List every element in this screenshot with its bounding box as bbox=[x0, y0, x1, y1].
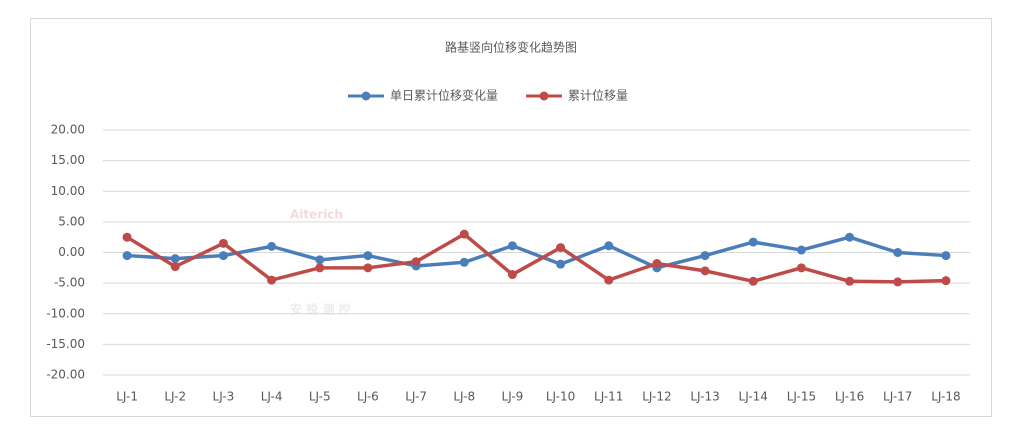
chart-frame bbox=[30, 18, 992, 417]
y-tick-label: -10.00 bbox=[46, 306, 85, 320]
x-tick-label: LJ-18 bbox=[931, 390, 960, 404]
y-tick-label: 0.00 bbox=[58, 245, 85, 259]
x-tick-label: LJ-15 bbox=[787, 390, 816, 404]
x-tick-label: LJ-2 bbox=[164, 390, 186, 404]
x-tick-label: LJ-10 bbox=[546, 390, 575, 404]
series-line bbox=[126, 232, 946, 284]
x-tick-label: LJ-17 bbox=[883, 390, 912, 404]
data-point bbox=[893, 277, 903, 287]
y-tick-label: -20.00 bbox=[46, 368, 85, 382]
data-point bbox=[845, 232, 855, 242]
data-point bbox=[556, 259, 566, 269]
data-point bbox=[363, 263, 373, 273]
data-point bbox=[363, 251, 373, 261]
data-point bbox=[748, 237, 758, 247]
y-tick-label: 10.00 bbox=[51, 184, 85, 198]
legend-marker bbox=[539, 91, 549, 101]
data-point bbox=[315, 263, 325, 273]
data-point bbox=[893, 248, 903, 257]
x-tick-label: LJ-5 bbox=[309, 390, 331, 404]
x-tick-label: LJ-12 bbox=[642, 390, 671, 404]
x-tick-label: LJ-4 bbox=[261, 390, 283, 404]
data-point bbox=[507, 270, 517, 280]
y-tick-label: -15.00 bbox=[46, 337, 85, 351]
chart-title: 路基竖向位移变化趋势图 bbox=[445, 40, 577, 55]
x-tick-label: LJ-6 bbox=[357, 390, 379, 404]
data-point bbox=[411, 257, 421, 267]
x-tick-label: LJ-3 bbox=[213, 390, 235, 404]
legend-label: 单日累计位移变化量 bbox=[390, 88, 498, 103]
data-point bbox=[459, 257, 469, 267]
legend-label: 累计位移量 bbox=[568, 88, 628, 103]
data-point bbox=[941, 251, 951, 261]
data-point bbox=[122, 232, 132, 242]
data-point bbox=[556, 243, 566, 253]
y-tick-label: 20.00 bbox=[51, 123, 85, 137]
y-tick-label: -5.00 bbox=[54, 276, 85, 290]
x-tick-label: LJ-9 bbox=[502, 390, 524, 404]
x-tick-label: LJ-16 bbox=[835, 390, 864, 404]
data-point bbox=[604, 275, 614, 285]
data-point bbox=[652, 259, 662, 269]
x-tick-label: LJ-1 bbox=[116, 390, 138, 404]
data-point bbox=[315, 255, 325, 265]
data-point bbox=[122, 251, 132, 261]
x-tick-label: LJ-13 bbox=[690, 390, 719, 404]
data-point bbox=[604, 241, 614, 251]
x-tick-label: LJ-7 bbox=[405, 390, 427, 404]
data-point bbox=[267, 275, 277, 285]
data-point bbox=[796, 263, 806, 273]
watermark-brand: Aiterich bbox=[290, 208, 343, 222]
data-point bbox=[267, 241, 277, 251]
data-point bbox=[845, 276, 855, 286]
data-point bbox=[700, 251, 710, 261]
data-point bbox=[218, 238, 228, 248]
x-tick-label: LJ-8 bbox=[453, 390, 475, 404]
data-point bbox=[507, 241, 517, 251]
data-point bbox=[941, 276, 951, 286]
data-point bbox=[218, 251, 228, 261]
series-line bbox=[126, 235, 947, 270]
x-tick-label: LJ-11 bbox=[594, 390, 623, 404]
watermark-name: 安 锐 测 控 bbox=[290, 302, 351, 317]
y-tick-label: 15.00 bbox=[51, 153, 85, 167]
data-point bbox=[796, 245, 806, 255]
data-point bbox=[748, 276, 758, 286]
x-tick-label: LJ-14 bbox=[739, 390, 768, 404]
data-point bbox=[700, 266, 710, 276]
data-point bbox=[459, 229, 469, 239]
data-point bbox=[170, 254, 180, 264]
data-point bbox=[170, 262, 180, 272]
legend-marker bbox=[361, 91, 371, 101]
y-tick-label: 5.00 bbox=[58, 214, 85, 228]
